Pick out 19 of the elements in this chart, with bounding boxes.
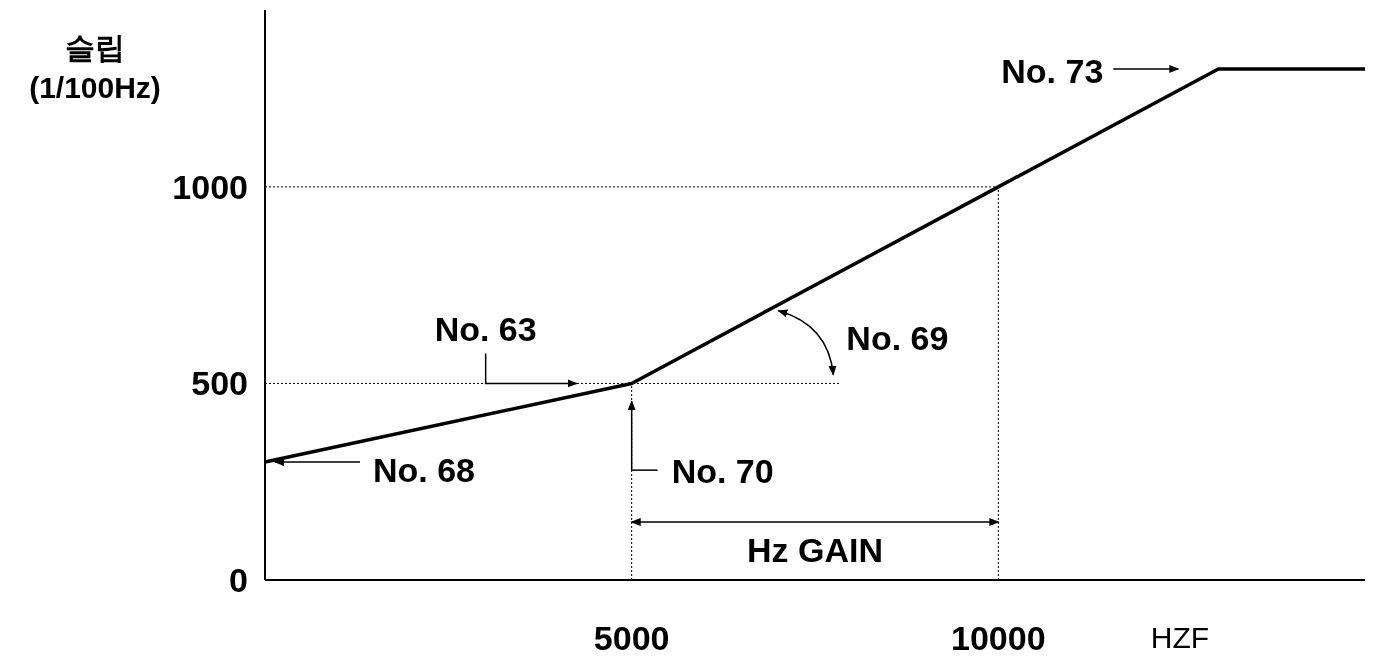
x-axis-title: HZF xyxy=(1150,621,1210,654)
annotation: No. 73 xyxy=(1001,51,1104,90)
annotation: No. 68 xyxy=(373,451,476,490)
annotation: Hz GAIN xyxy=(747,531,883,569)
annotation: Hz GAIN xyxy=(630,518,1000,569)
annotation: No. 69 xyxy=(777,309,949,376)
y-tick-label: 500 xyxy=(191,364,248,403)
annotation: No. 73 xyxy=(1001,51,1180,90)
annotation: No. 70 xyxy=(627,400,774,491)
y-axis-title: 슬립 (1/100Hz) xyxy=(29,31,161,104)
x-tick-label: 5000 xyxy=(593,619,670,656)
annotation: No. 68 xyxy=(274,451,476,490)
annotation: No. 63 xyxy=(434,310,578,388)
x-tick-label: 10000 xyxy=(951,619,1046,656)
y-tick-label: 1000 xyxy=(172,167,248,206)
annotation: No. 69 xyxy=(846,318,949,357)
annotation: No. 70 xyxy=(671,452,774,491)
y-tick-label: 0 xyxy=(229,561,248,599)
annotation: No. 63 xyxy=(434,310,537,349)
